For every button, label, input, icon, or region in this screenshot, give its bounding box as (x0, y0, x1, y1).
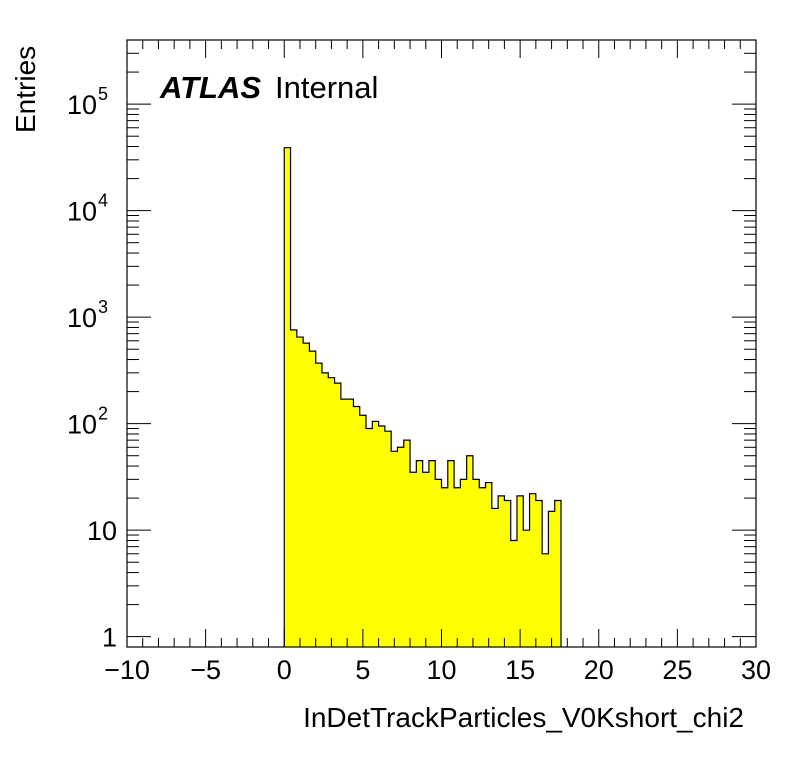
y-tick-label: 10 (67, 90, 97, 120)
histogram-bin (510, 540, 518, 647)
histogram-bin (454, 487, 461, 647)
histogram-bin (435, 479, 443, 647)
histogram-bin (284, 147, 292, 648)
atlas-text: ATLAS (160, 70, 262, 105)
y-tick-label-exponent: 3 (98, 297, 108, 317)
x-tick-label: 10 (426, 655, 456, 685)
x-tick-label: 30 (741, 655, 771, 685)
histogram-bin (309, 351, 317, 647)
histogram-bin (498, 495, 505, 647)
histogram-bin (548, 511, 556, 647)
histogram-bin (529, 493, 537, 647)
internal-text: Internal (275, 70, 379, 105)
histogram-bin (416, 460, 424, 647)
histogram-outline (283, 147, 562, 647)
x-tick-label: 25 (662, 655, 692, 685)
histogram-bin (428, 460, 436, 647)
histogram-bin (523, 530, 531, 647)
x-tick-label: 20 (584, 655, 614, 685)
histogram-bin (504, 500, 512, 647)
histogram-bin (542, 553, 550, 647)
histogram-bin (479, 487, 487, 647)
x-tick-label: −10 (104, 655, 150, 685)
histogram-bin (366, 428, 373, 647)
x-tick-label: 15 (505, 655, 535, 685)
histogram-bin (535, 500, 543, 647)
histogram-bin (315, 363, 323, 647)
histogram-bin (447, 460, 455, 647)
histogram-bin (516, 495, 524, 647)
histogram-bin (485, 482, 493, 647)
histogram-bin (554, 500, 562, 647)
histogram-bin (353, 406, 361, 647)
y-tick-label: 10 (87, 516, 117, 546)
histogram-bin (391, 451, 399, 647)
histogram-bars-layer (283, 147, 562, 648)
atlas-internal-label: ATLAS Internal (160, 70, 378, 106)
x-tick-label: −5 (190, 655, 221, 685)
y-tick-label: 10 (67, 410, 97, 440)
y-tick-label: 10 (67, 303, 97, 333)
histogram-bin (296, 337, 304, 647)
y-tick-label-exponent: 5 (98, 84, 108, 104)
histogram-bin (347, 399, 355, 647)
x-tick-label: 0 (277, 655, 292, 685)
y-axis-title: Entries (10, 45, 41, 133)
y-tick-label: 1 (102, 623, 117, 653)
x-tick-label: 5 (355, 655, 370, 685)
histogram-bin (303, 343, 311, 647)
histogram-bin (328, 377, 336, 647)
histogram-bin (321, 372, 329, 647)
y-tick-label: 10 (67, 197, 97, 227)
histogram-bin (384, 431, 392, 647)
y-tick-label-exponent: 4 (98, 191, 108, 211)
histogram-bin (359, 415, 367, 647)
histogram-bin (491, 508, 499, 647)
histogram-bin (290, 329, 298, 647)
y-tick-label-exponent: 2 (98, 404, 108, 424)
histogram-bin (410, 472, 417, 647)
histogram-bin (460, 479, 468, 647)
histogram-bin (372, 421, 380, 647)
histogram-bin (378, 426, 386, 647)
histogram-bin (403, 440, 411, 647)
histogram-bin (334, 383, 342, 647)
histogram-bin (397, 447, 405, 647)
x-axis-title: InDetTrackParticles_V0Kshort_chi2 (303, 702, 744, 733)
histogram-bin (422, 472, 430, 647)
histogram-bin (441, 487, 449, 647)
histogram-bin (466, 455, 474, 647)
histogram-bin (472, 479, 480, 647)
axis-ticks-layer (126, 39, 757, 647)
histogram-bin (340, 399, 348, 647)
